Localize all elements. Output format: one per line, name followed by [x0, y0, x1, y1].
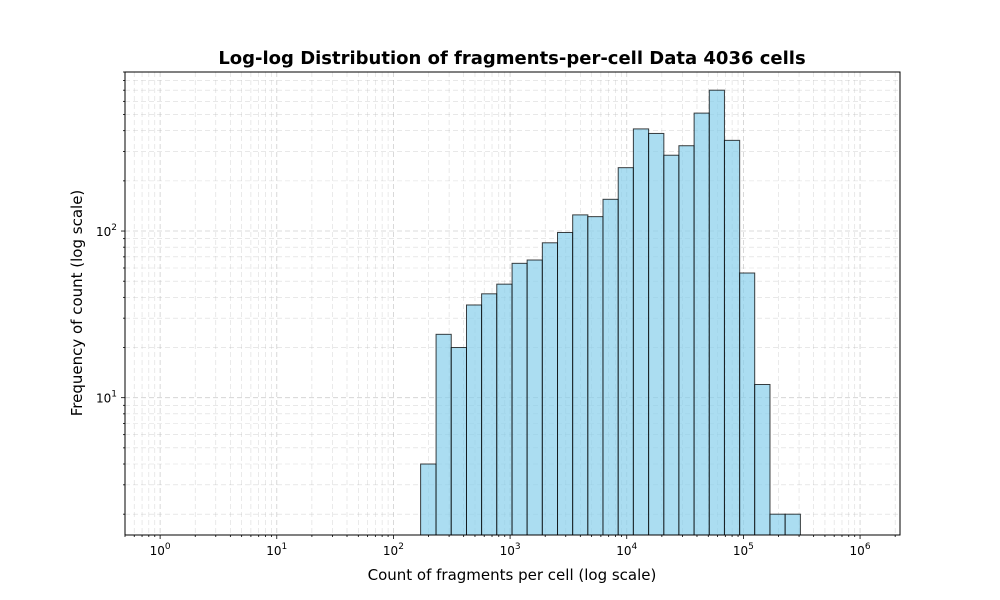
y-axis-label: Frequency of count (log scale) — [68, 190, 86, 417]
histogram-bar — [617, 167, 634, 536]
x-tick-label: 106 — [850, 542, 871, 558]
plot-frame — [124, 71, 901, 536]
histogram-bar — [481, 293, 498, 536]
chart-title: Log-log Distribution of fragments-per-ce… — [218, 48, 805, 69]
histogram-bar — [496, 283, 513, 536]
histogram-bar — [723, 139, 741, 536]
histogram-bar — [678, 145, 695, 536]
histogram-bar — [420, 463, 437, 536]
x-tick-label: 100 — [150, 542, 171, 558]
x-tick-label: 102 — [383, 542, 404, 558]
histogram-bar — [769, 513, 786, 536]
histogram-bar — [784, 513, 801, 536]
x-axis: 100 101 102 103 104 105 106 — [124, 535, 896, 558]
histogram-bar — [632, 128, 650, 536]
histogram-bar — [572, 214, 589, 536]
histogram-bar — [663, 154, 680, 536]
bars-layer — [420, 89, 801, 536]
histogram-bar — [465, 304, 483, 536]
x-tick-label: 103 — [500, 542, 521, 558]
x-tick-label: 101 — [266, 542, 287, 558]
histogram-bar — [708, 89, 725, 536]
histogram-bar — [739, 272, 756, 536]
x-axis-label: Count of fragments per cell (log scale) — [368, 566, 657, 584]
y-tick-label: 102 — [96, 223, 117, 239]
histogram-bar — [435, 333, 452, 536]
histogram-bar — [754, 383, 771, 536]
histogram-bar — [557, 231, 574, 536]
histogram-bar — [602, 198, 619, 536]
histogram-bar — [587, 216, 604, 536]
histogram-bar — [511, 262, 528, 536]
y-axis: 101 102 — [96, 71, 125, 515]
y-tick-label: 101 — [96, 390, 117, 406]
histogram-bar — [693, 112, 710, 536]
histogram-bar — [541, 242, 559, 536]
x-tick-label: 104 — [616, 542, 637, 558]
histogram-bar — [450, 347, 467, 536]
x-tick-label: 105 — [733, 542, 754, 558]
histogram-bar — [526, 259, 543, 536]
histogram-bar — [648, 132, 665, 536]
